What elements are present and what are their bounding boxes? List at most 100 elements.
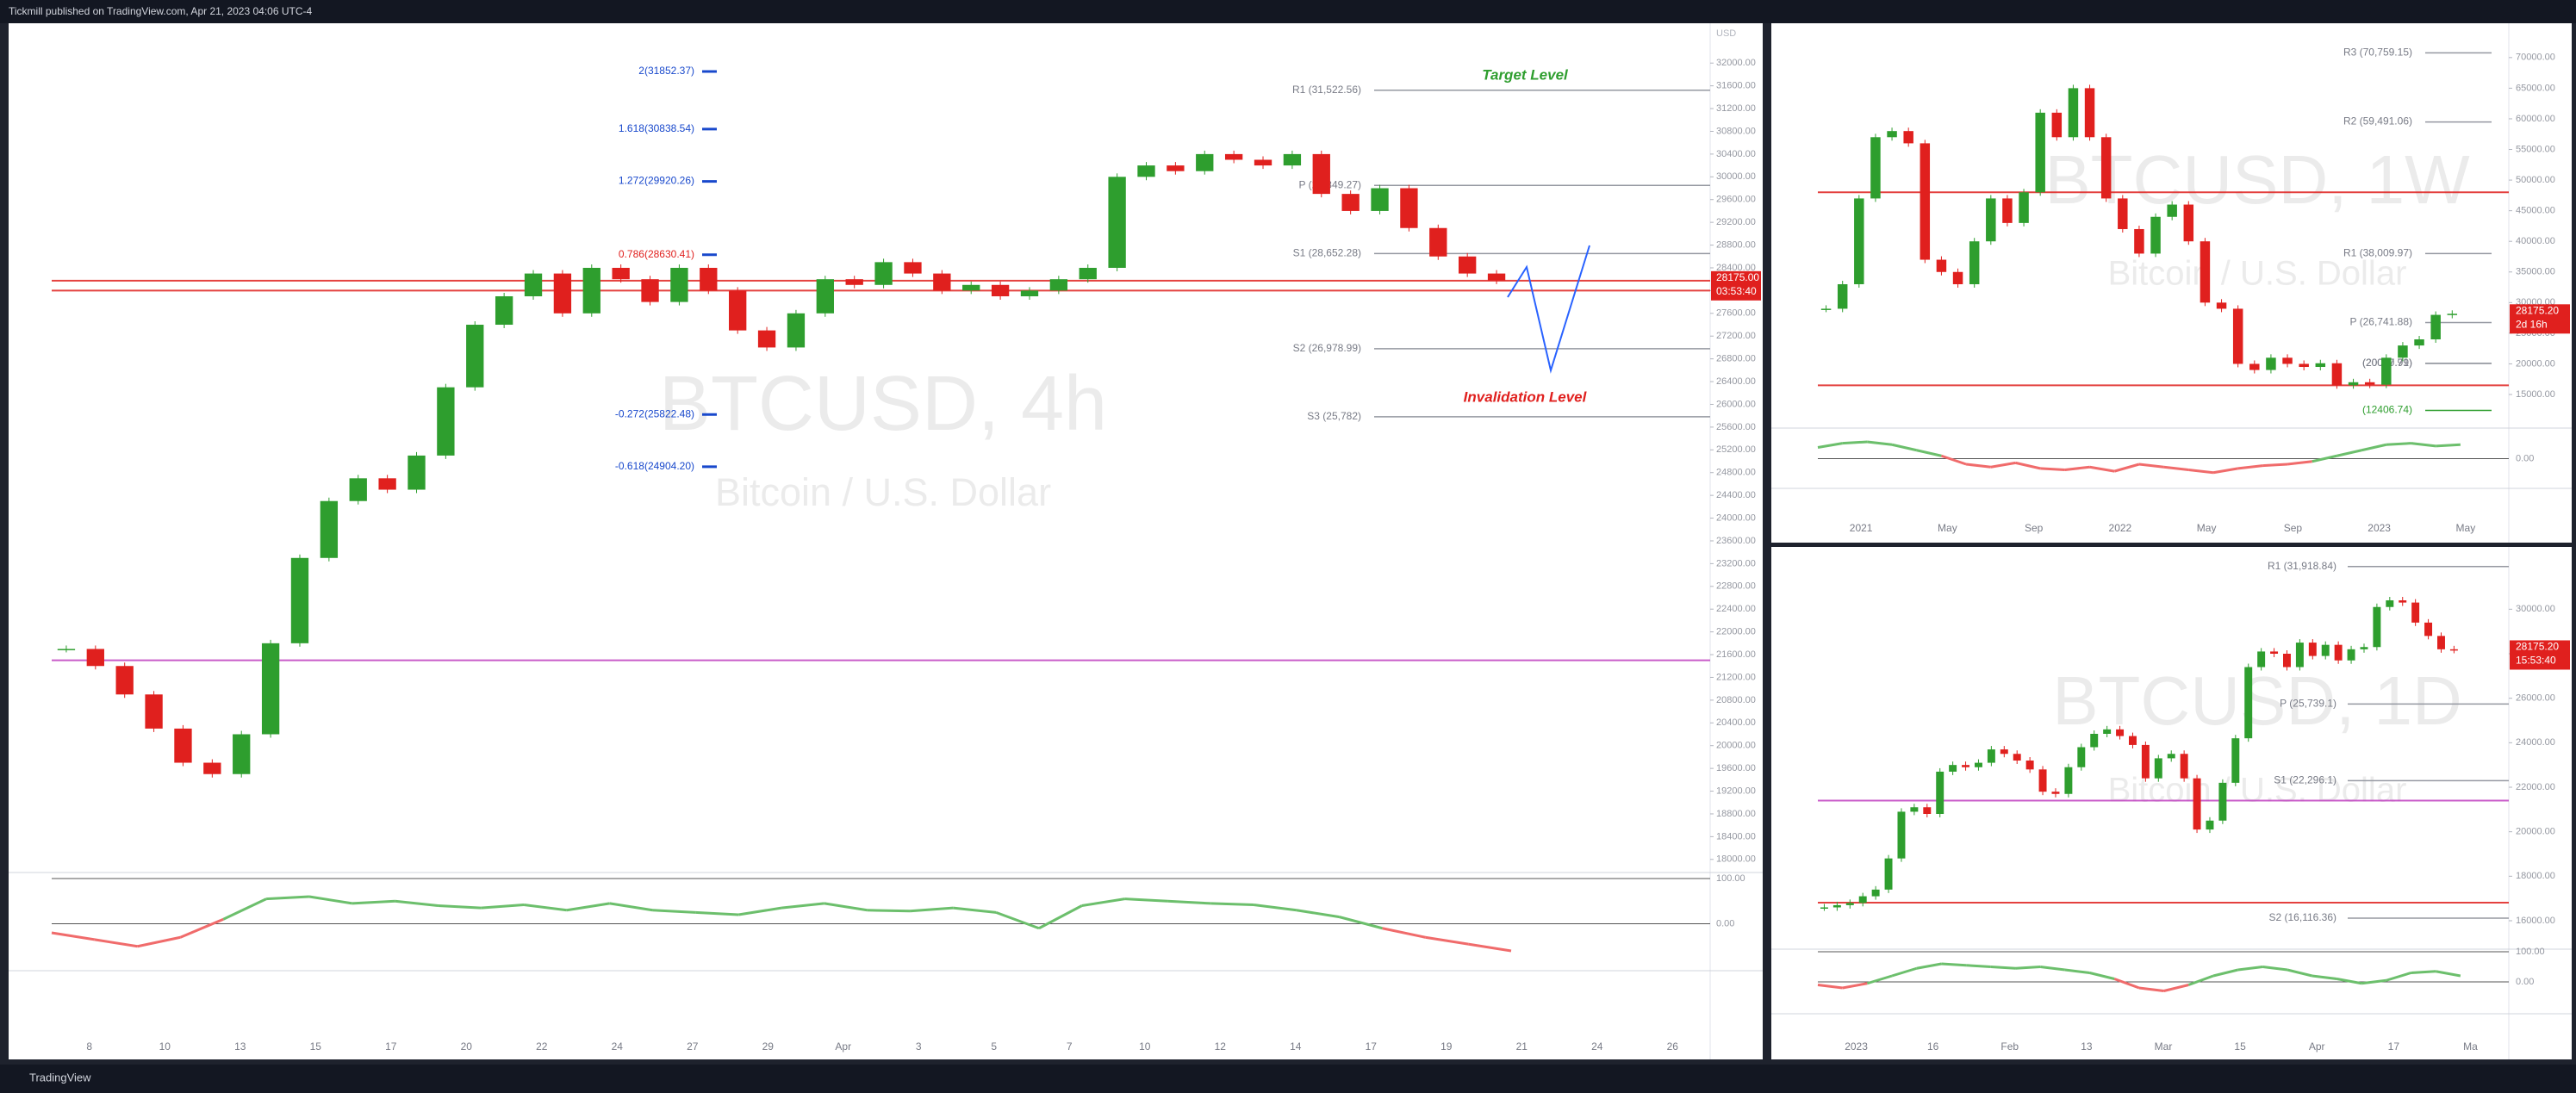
oscillator-segment [1038,904,1083,930]
candle [1224,153,1243,160]
candle [2315,363,2326,368]
candle [408,455,426,490]
candle [524,273,543,296]
y-tick-label: 55000.00 [2516,144,2555,154]
pivot-label: (12406.74) [2362,404,2412,416]
y-tick-label: 20800.00 [1716,695,1756,705]
oscillator-segment [352,899,395,905]
candle [2000,749,2008,755]
candle [1854,198,1864,284]
x-tick-label: Ma [2463,1040,2478,1053]
annotation: Invalidation Level [1464,388,1588,405]
candle [2282,357,2293,364]
oscillator-segment [2237,966,2263,972]
oscillator-segment [1167,899,1211,905]
oscillator-segment [2262,966,2288,972]
oscillator-segment [1842,440,1868,445]
chart-panel [9,23,1763,1059]
x-tick-label: Mar [2155,1040,2173,1053]
candle [1910,807,1919,812]
candle [2118,198,2128,229]
oscillator-segment [2138,463,2164,469]
y-tick-label: 31600.00 [1716,81,1756,91]
x-tick-label: 2022 [2109,522,2132,534]
x-tick-label: 14 [1290,1040,1302,1053]
x-tick-label: 17 [2388,1040,2400,1053]
y-tick-label: 18000.00 [2516,871,2555,881]
candle [2090,734,2099,748]
oscillator-segment [2287,460,2312,466]
candle [1884,858,1893,890]
pivot-label: R3 (70,759.15) [2343,47,2412,59]
y-tick-label: 20000.00 [1716,741,1756,751]
x-tick-label: 17 [1366,1040,1378,1053]
oscillator-segment [438,904,482,910]
oscillator-segment [2411,970,2436,974]
pivot-label: R1 (31,522.56) [1292,84,1361,96]
y-tick-label: 23200.00 [1716,558,1756,568]
candle [1936,771,1944,814]
price-tag-label: 28175.20 [2516,641,2559,653]
y-tick-label: 65000.00 [2516,83,2555,93]
oscillator-segment [1124,897,1168,903]
candle [1832,904,1841,908]
candle [1371,188,1389,211]
candle [378,478,396,490]
candle [2116,729,2125,736]
oscillator-segment [2089,465,2115,473]
footer-brand[interactable]: TradingView [29,1071,91,1084]
candle [2430,314,2441,340]
candle [1923,807,1932,814]
y-tick-label: 22800.00 [1716,581,1756,592]
watermark-name: Bitcoin / U.S. Dollar [715,470,1051,514]
oscillator-tick-label: 100.00 [2516,947,2545,957]
candle [1870,137,1881,199]
candle [2347,649,2355,661]
oscillator-segment [1081,897,1125,907]
candle [2216,302,2227,309]
y-tick-label: 30000.00 [1716,171,1756,182]
candle [2321,644,2330,656]
candle [757,330,776,348]
oscillator-segment [266,895,310,901]
candle [2084,88,2095,138]
candle [962,284,980,291]
candle [2266,357,2276,370]
candle [1845,903,1854,905]
x-tick-label: 2023 [1845,1040,1868,1053]
x-tick-label: 24 [612,1040,624,1053]
y-tick-label: 32000.00 [1716,58,1756,68]
currency-label: USD [1716,28,1736,39]
candle [437,387,455,456]
oscillator-segment [2040,966,2066,972]
candle [2249,363,2260,370]
y-tick-label: 50000.00 [2516,175,2555,185]
candle [86,649,104,667]
y-tick-label: 22400.00 [1716,604,1756,614]
candle [1820,907,1828,909]
y-tick-label: 24000.00 [2516,737,2555,748]
x-tick-label: 21 [1516,1040,1528,1053]
candle [2373,606,2381,648]
candle [466,325,484,388]
candle [2334,644,2343,661]
oscillator-segment [737,906,782,916]
oscillator-tick-label: 0.00 [1716,918,1734,928]
y-tick-label: 18800.00 [1716,809,1756,819]
oscillator-segment [2386,972,2411,982]
oscillator-segment [824,902,868,912]
oscillator-segment [910,906,954,913]
candle [320,500,339,558]
candle [2299,363,2309,368]
x-tick-label: 15 [2234,1040,2246,1053]
candle [2424,622,2433,637]
oscillator-tick-label: 100.00 [1716,873,1745,884]
y-tick-label: 27200.00 [1716,331,1756,341]
candle [2064,767,2073,794]
x-tick-label: 12 [1215,1040,1227,1053]
candle [2283,654,2291,668]
x-tick-label: 27 [687,1040,699,1053]
oscillator-segment [1990,966,2016,970]
oscillator-segment [781,902,824,910]
x-tick-label: 24 [1591,1040,1603,1053]
